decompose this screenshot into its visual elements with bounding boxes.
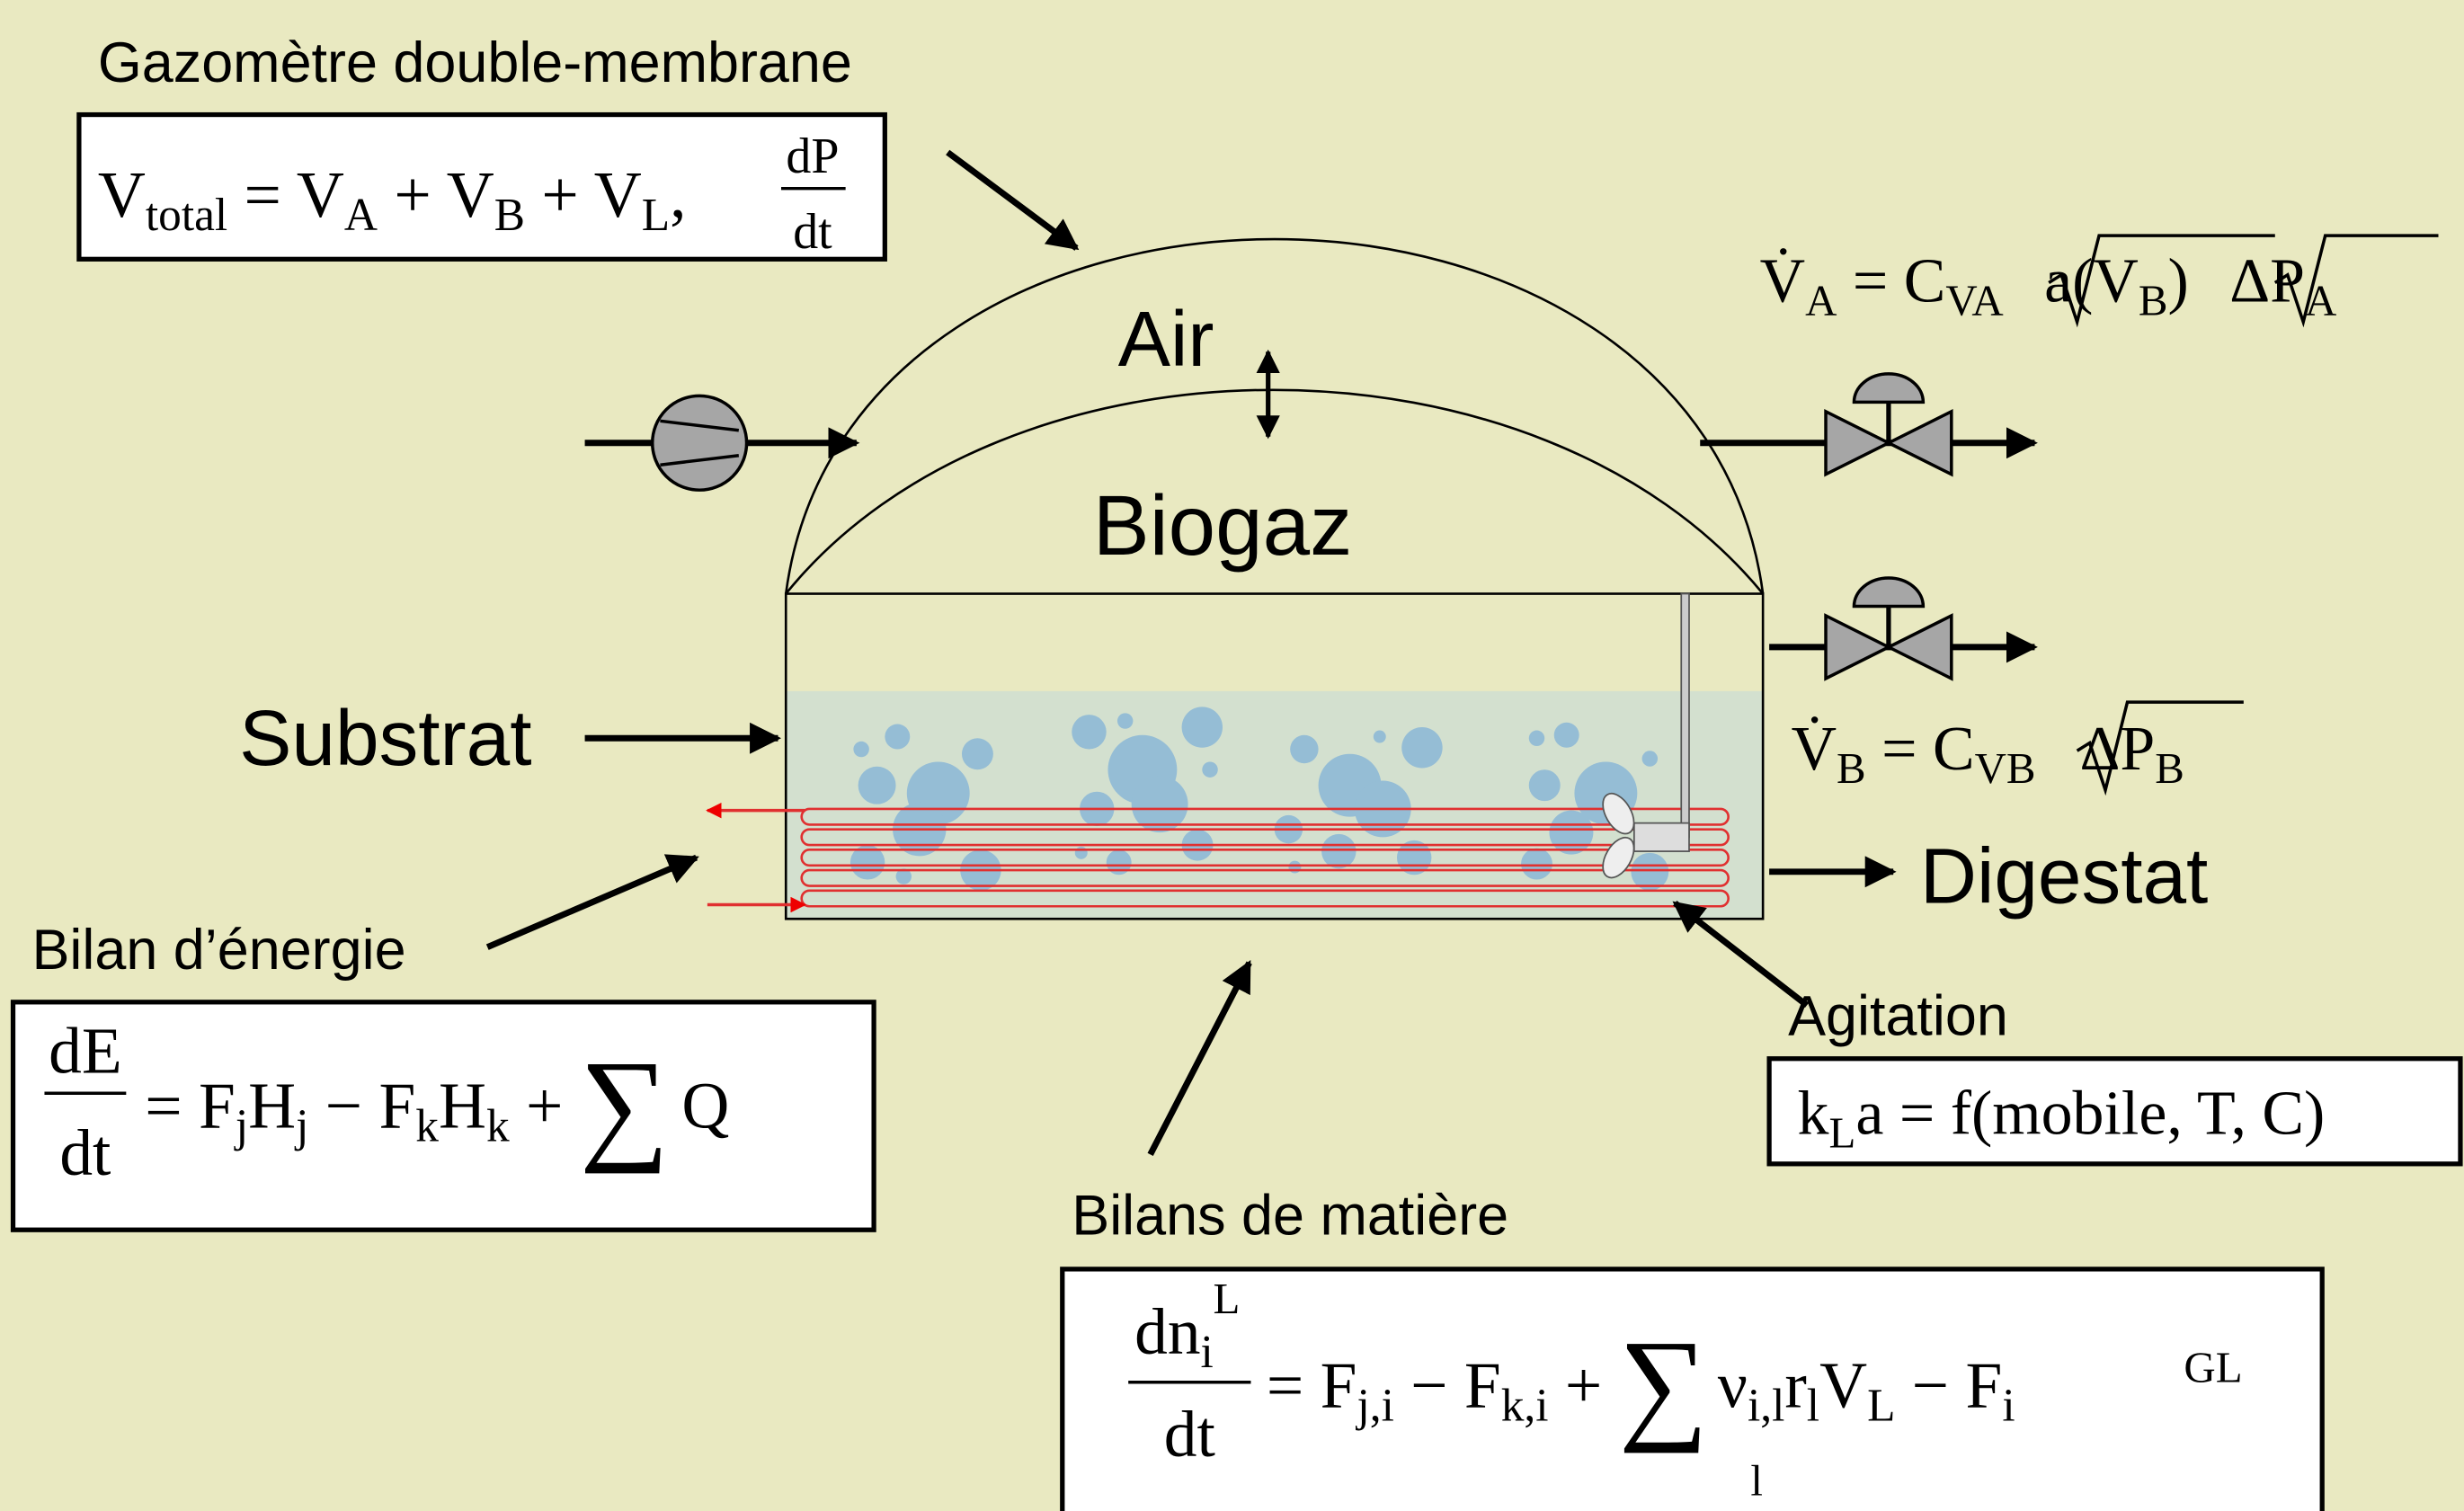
equation-term: B	[494, 191, 525, 242]
equation-term: i	[1201, 1328, 1214, 1379]
equation-term: Q	[681, 1070, 729, 1142]
digestate-label: Digestat	[1920, 832, 2208, 920]
equation-term: i,l	[1748, 1381, 1784, 1432]
equation-term: = V	[227, 158, 344, 231]
biogas-label: Biogaz	[1093, 478, 1352, 573]
equation-box	[10, 1000, 876, 1232]
energy-balance-label: Bilan d’énergie	[31, 919, 405, 982]
energy-equation: = FjHj − FkHk + ∑ Q	[145, 1035, 729, 1175]
equation-term: H	[248, 1070, 296, 1142]
equation-term: V	[98, 158, 146, 231]
arrow	[946, 149, 1080, 251]
equation-term: A	[1805, 275, 1837, 324]
equation-term: k	[486, 1101, 510, 1152]
equation-term: L	[1829, 1107, 1856, 1157]
equation-term: ∑	[1619, 1315, 1709, 1454]
air-label: Air	[1118, 295, 1214, 383]
fraction-denominator: dt	[1164, 1398, 1215, 1471]
agitation-label: Agitation	[1788, 985, 2008, 1048]
mass-balances-label: Bilans de matière	[1072, 1184, 1508, 1247]
sum-index: l	[1750, 1456, 1763, 1506]
equation-term: ΔP	[2229, 247, 2305, 316]
arrow	[485, 854, 699, 950]
outer-membrane	[784, 237, 1765, 594]
equation-term: V̇	[1760, 247, 1805, 316]
gasometer-label: Gazomètre double-membrane	[98, 31, 852, 94]
radical-signs	[2048, 234, 2439, 328]
equation-term: +	[510, 1070, 580, 1142]
equation-term: V̇	[1792, 715, 1837, 784]
heating-coil	[706, 802, 1730, 913]
substrate-label: Substrat	[239, 694, 531, 782]
agitator	[1602, 592, 1690, 879]
equation-term: = C	[1866, 715, 1975, 784]
equation-term: + V	[378, 158, 494, 231]
equation-term: − F	[1394, 1349, 1501, 1422]
equation-term: B	[2139, 275, 2168, 324]
equation-term: j	[294, 1101, 308, 1152]
valve-b	[1769, 576, 2038, 681]
equation-term: − F	[1895, 1349, 2002, 1422]
equation-term: L	[1867, 1381, 1895, 1432]
fraction-numerator: dni	[1134, 1295, 1214, 1378]
equation-term: A	[344, 191, 378, 242]
arrow	[1672, 900, 1810, 1009]
mass-equation: = Fj,i − Fk,i + ∑ νi,lrlVL − Fi	[1267, 1315, 2015, 1454]
equation-term: B	[2155, 743, 2184, 793]
equation-term: H	[439, 1070, 486, 1142]
equation-term: VB	[1975, 743, 2036, 793]
superscript: GL	[2184, 1343, 2242, 1392]
arrow	[1147, 960, 1252, 1156]
fraction-denominator: dt	[793, 204, 832, 260]
equation-term: +	[1549, 1349, 1619, 1422]
equation-term: ν	[1718, 1349, 1748, 1422]
gas-volume-equation: Vtotal = VA + VB + VL,	[98, 158, 687, 241]
equation-term: − F	[308, 1070, 415, 1142]
flow-a-equation: V̇A = CVA a(VB) ΔPA	[1760, 247, 2337, 325]
equation-term: l	[1807, 1381, 1819, 1432]
equation-term: total	[146, 191, 227, 242]
equation-term: r	[1784, 1349, 1806, 1422]
fraction-numerator: dP	[786, 129, 839, 184]
equation-term: k	[1798, 1080, 1829, 1149]
tank	[784, 592, 1765, 920]
equation-term: = F	[1267, 1349, 1357, 1422]
equation-term: V	[1819, 1349, 1867, 1422]
equation-term: B	[1837, 743, 1866, 793]
valve-a	[1700, 372, 2038, 477]
equation-term: dn	[1134, 1295, 1200, 1368]
fraction-denominator: dt	[59, 1116, 111, 1189]
superscript: L	[1214, 1274, 1241, 1323]
equation-term: )	[2168, 247, 2189, 316]
equation-term: j,i	[1355, 1381, 1393, 1432]
equation-box	[1766, 1056, 2463, 1167]
radical-sign	[2076, 700, 2244, 796]
equation-term: k	[415, 1101, 439, 1152]
equation-term: + V	[525, 158, 642, 231]
compressor	[650, 394, 749, 492]
equation-term: a = f(mobile, T, C)	[1855, 1080, 2325, 1149]
equation-term: ,	[670, 158, 686, 231]
equation-term: ∑	[580, 1035, 670, 1175]
equation-box	[76, 111, 887, 262]
fraction-numerator: dE	[49, 1014, 122, 1087]
equation-term: L	[642, 191, 670, 242]
equation-term: j	[234, 1101, 248, 1152]
bubbles	[850, 707, 1669, 891]
equation-term: a(V	[2044, 247, 2139, 316]
transfer-equation: kLa = f(mobile, T, C)	[1798, 1080, 2326, 1158]
equation-box	[1060, 1267, 2325, 1511]
compressor-symbol	[660, 419, 740, 467]
equation-term: i	[2002, 1381, 2015, 1432]
equation-term: = F	[145, 1070, 236, 1142]
equation-term: = C	[1837, 247, 1945, 316]
equation-term: VA	[1945, 275, 2003, 324]
equation-term: k,i	[1501, 1381, 1549, 1432]
